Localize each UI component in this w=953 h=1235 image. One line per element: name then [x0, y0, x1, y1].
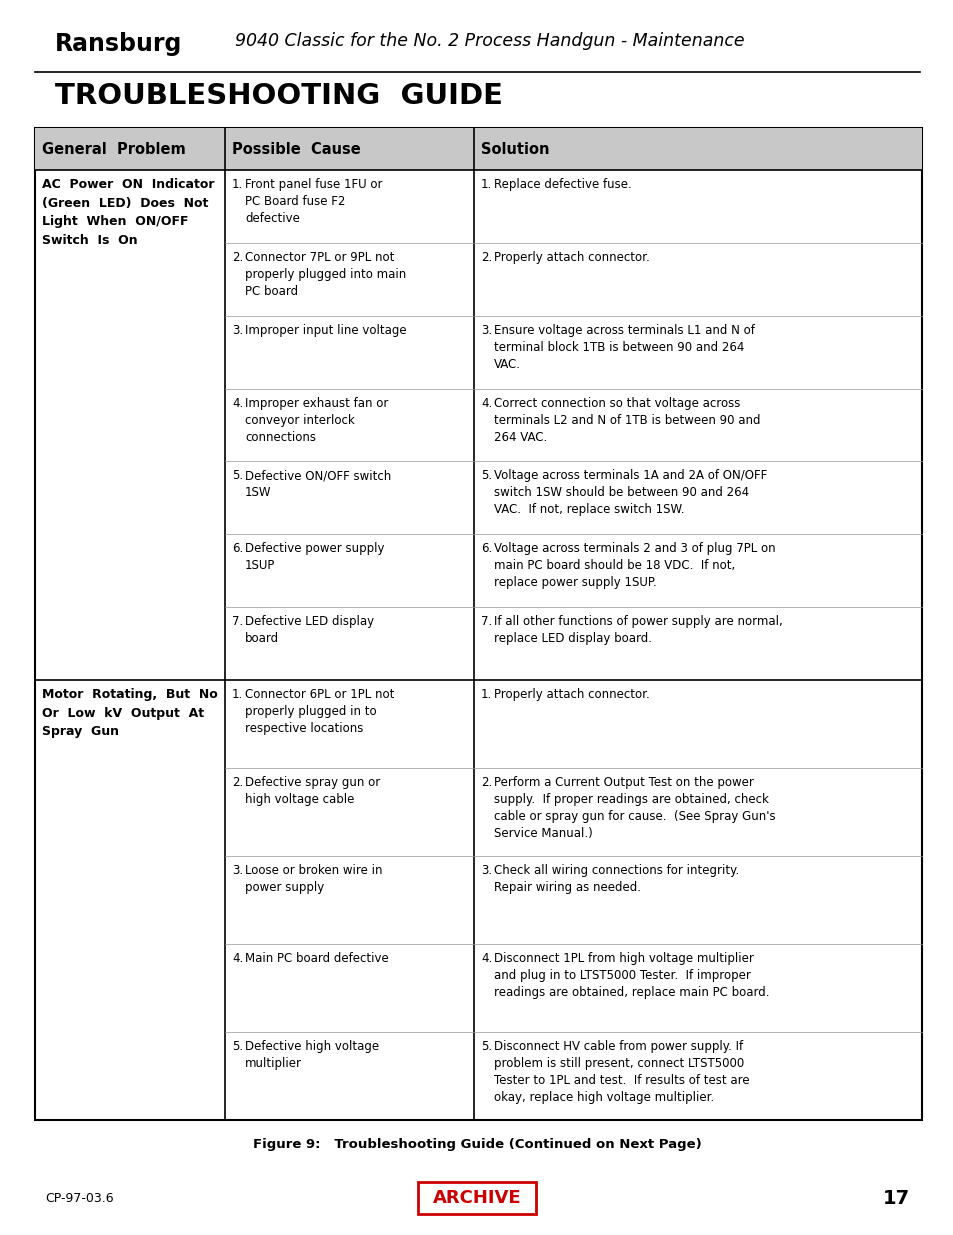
Bar: [35, 128, 921, 1120]
Text: 9040 Classic for the No. 2 Process Handgun - Maintenance: 9040 Classic for the No. 2 Process Handg…: [235, 32, 744, 49]
Text: 17: 17: [882, 1188, 909, 1208]
Text: Possible  Cause: Possible Cause: [232, 142, 360, 157]
Text: 5.: 5.: [480, 1040, 492, 1053]
Text: 5.: 5.: [480, 469, 492, 483]
Text: 6.: 6.: [480, 542, 492, 556]
Text: 5.: 5.: [232, 1040, 243, 1053]
Text: Motor  Rotating,  But  No
Or  Low  kV  Output  At
Spray  Gun: Motor Rotating, But No Or Low kV Output …: [42, 688, 217, 739]
Text: Voltage across terminals 1A and 2A of ON/OFF
switch 1SW should be between 90 and: Voltage across terminals 1A and 2A of ON…: [494, 469, 766, 516]
Text: 2.: 2.: [480, 776, 492, 789]
Text: 4.: 4.: [480, 396, 492, 410]
Text: Ensure voltage across terminals L1 and N of
terminal block 1TB is between 90 and: Ensure voltage across terminals L1 and N…: [494, 324, 754, 370]
Text: Replace defective fuse.: Replace defective fuse.: [494, 178, 631, 191]
Text: Disconnect 1PL from high voltage multiplier
and plug in to LTST5000 Tester.  If : Disconnect 1PL from high voltage multipl…: [494, 952, 769, 999]
Text: 4.: 4.: [232, 396, 243, 410]
Text: Defective power supply
1SUP: Defective power supply 1SUP: [245, 542, 384, 572]
Text: 2.: 2.: [232, 251, 243, 264]
Text: Properly attach connector.: Properly attach connector.: [494, 688, 649, 701]
Text: 2.: 2.: [232, 776, 243, 789]
Text: 1.: 1.: [232, 178, 243, 191]
Text: 4.: 4.: [232, 952, 243, 965]
Text: Front panel fuse 1FU or
PC Board fuse F2
defective: Front panel fuse 1FU or PC Board fuse F2…: [245, 178, 382, 225]
Text: Improper input line voltage: Improper input line voltage: [245, 324, 406, 337]
Text: 1.: 1.: [480, 178, 492, 191]
Text: 1.: 1.: [232, 688, 243, 701]
Text: General  Problem: General Problem: [42, 142, 186, 157]
Text: 1.: 1.: [480, 688, 492, 701]
Text: 4.: 4.: [480, 952, 492, 965]
Text: Improper exhaust fan or
conveyor interlock
connections: Improper exhaust fan or conveyor interlo…: [245, 396, 388, 443]
Text: Solution: Solution: [480, 142, 549, 157]
Text: CP-97-03.6: CP-97-03.6: [45, 1192, 113, 1204]
Text: If all other functions of power supply are normal,
replace LED display board.: If all other functions of power supply a…: [494, 615, 781, 645]
Text: Defective high voltage
multiplier: Defective high voltage multiplier: [245, 1040, 378, 1070]
Text: Disconnect HV cable from power supply. If
problem is still present, connect LTST: Disconnect HV cable from power supply. I…: [494, 1040, 749, 1104]
Text: ARCHIVE: ARCHIVE: [433, 1189, 520, 1207]
Text: Properly attach connector.: Properly attach connector.: [494, 251, 649, 264]
Text: 7.: 7.: [480, 615, 492, 629]
Text: 2.: 2.: [480, 251, 492, 264]
Text: 6.: 6.: [232, 542, 243, 556]
Text: Main PC board defective: Main PC board defective: [245, 952, 388, 965]
Text: Perform a Current Output Test on the power
supply.  If proper readings are obtai: Perform a Current Output Test on the pow…: [494, 776, 775, 840]
Text: AC  Power  ON  Indicator
(Green  LED)  Does  Not
Light  When  ON/OFF
Switch  Is : AC Power ON Indicator (Green LED) Does N…: [42, 178, 214, 247]
Text: 3.: 3.: [480, 864, 492, 877]
Text: Check all wiring connections for integrity.
Repair wiring as needed.: Check all wiring connections for integri…: [494, 864, 739, 894]
Bar: [417, 1182, 536, 1214]
Text: Defective ON/OFF switch
1SW: Defective ON/OFF switch 1SW: [245, 469, 391, 499]
Text: Connector 7PL or 9PL not
properly plugged into main
PC board: Connector 7PL or 9PL not properly plugge…: [245, 251, 406, 298]
Text: Figure 9:   Troubleshooting Guide (Continued on Next Page): Figure 9: Troubleshooting Guide (Continu…: [253, 1137, 700, 1151]
Text: Ransburg: Ransburg: [55, 32, 182, 56]
Text: 7.: 7.: [232, 615, 243, 629]
Bar: [35, 128, 921, 170]
Text: Correct connection so that voltage across
terminals L2 and N of 1TB is between 9: Correct connection so that voltage acros…: [494, 396, 760, 443]
Text: 3.: 3.: [480, 324, 492, 337]
Text: Loose or broken wire in
power supply: Loose or broken wire in power supply: [245, 864, 382, 894]
Text: Connector 6PL or 1PL not
properly plugged in to
respective locations: Connector 6PL or 1PL not properly plugge…: [245, 688, 394, 735]
Text: Defective spray gun or
high voltage cable: Defective spray gun or high voltage cabl…: [245, 776, 380, 806]
Text: Defective LED display
board: Defective LED display board: [245, 615, 374, 645]
Text: Voltage across terminals 2 and 3 of plug 7PL on
main PC board should be 18 VDC. : Voltage across terminals 2 and 3 of plug…: [494, 542, 775, 589]
Text: 3.: 3.: [232, 324, 243, 337]
Text: TROUBLESHOOTING  GUIDE: TROUBLESHOOTING GUIDE: [55, 82, 502, 110]
Text: 5.: 5.: [232, 469, 243, 483]
Text: 3.: 3.: [232, 864, 243, 877]
